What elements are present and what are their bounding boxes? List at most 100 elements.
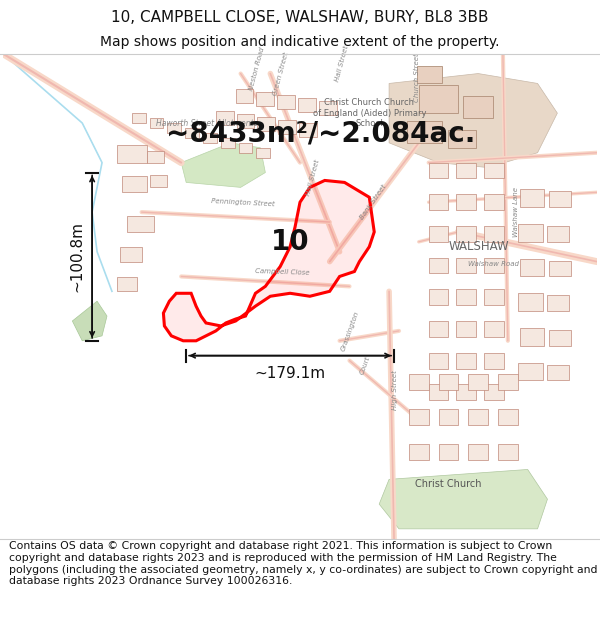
Bar — [498, 374, 518, 390]
Bar — [419, 86, 458, 113]
Bar — [457, 352, 476, 369]
Bar — [457, 321, 476, 337]
Bar — [457, 194, 476, 210]
Bar — [439, 374, 458, 390]
Text: ~8433m²/~2.084ac.: ~8433m²/~2.084ac. — [166, 120, 476, 148]
Text: Contains OS data © Crown copyright and database right 2021. This information is : Contains OS data © Crown copyright and d… — [9, 541, 598, 586]
Text: Campbell Close: Campbell Close — [256, 268, 310, 276]
Bar — [498, 444, 518, 459]
Bar — [428, 289, 448, 305]
Bar — [468, 409, 488, 425]
Bar — [428, 194, 448, 210]
Text: Court: Court — [359, 356, 371, 376]
Bar — [409, 409, 428, 425]
Bar — [167, 123, 181, 133]
Bar — [407, 121, 442, 143]
Bar — [457, 289, 476, 305]
Bar — [547, 364, 569, 381]
Bar — [518, 362, 542, 381]
Bar — [484, 194, 504, 210]
Text: Pennington Street: Pennington Street — [211, 198, 275, 207]
Bar — [298, 98, 316, 112]
Bar — [216, 111, 233, 125]
Bar — [484, 384, 504, 400]
Text: 10: 10 — [271, 228, 310, 256]
Bar — [149, 176, 167, 188]
Text: Map shows position and indicative extent of the property.: Map shows position and indicative extent… — [100, 35, 500, 49]
Polygon shape — [389, 74, 557, 168]
Polygon shape — [73, 301, 107, 341]
Polygon shape — [163, 181, 374, 341]
Bar — [484, 226, 504, 242]
Bar — [149, 118, 163, 128]
Text: Haworth Street Allotments: Haworth Street Allotments — [157, 119, 258, 128]
Bar — [448, 130, 476, 148]
Bar — [457, 226, 476, 242]
Text: Walshaw Road: Walshaw Road — [468, 261, 519, 267]
Bar — [550, 191, 571, 207]
Bar — [498, 409, 518, 425]
Bar — [550, 261, 571, 276]
Text: Walshaw Lane: Walshaw Lane — [513, 187, 519, 237]
Bar — [457, 162, 476, 179]
Bar — [457, 258, 476, 274]
Text: High Street: High Street — [392, 371, 398, 411]
Bar — [439, 409, 458, 425]
Bar — [547, 226, 569, 242]
Bar — [409, 374, 428, 390]
Text: ~179.1m: ~179.1m — [254, 366, 326, 381]
Bar — [257, 117, 275, 131]
Bar — [236, 89, 253, 103]
Bar — [520, 328, 544, 346]
Bar — [518, 293, 542, 311]
Bar — [484, 162, 504, 179]
Text: 10, CAMPBELL CLOSE, WALSHAW, BURY, BL8 3BB: 10, CAMPBELL CLOSE, WALSHAW, BURY, BL8 3… — [111, 9, 489, 24]
Bar — [203, 133, 217, 143]
Bar — [428, 258, 448, 274]
Bar — [236, 114, 254, 128]
Bar — [278, 120, 296, 134]
Text: Neston Road: Neston Road — [248, 46, 266, 91]
Text: ~100.8m: ~100.8m — [69, 221, 84, 292]
Bar — [484, 321, 504, 337]
Bar — [132, 113, 146, 123]
Text: Bank Street: Bank Street — [359, 184, 388, 221]
Bar — [520, 259, 544, 276]
Bar — [518, 224, 542, 242]
Bar — [127, 216, 154, 232]
Text: Hall Street: Hall Street — [305, 159, 320, 196]
Bar — [484, 289, 504, 305]
Text: Christ Church: Christ Church — [415, 479, 482, 489]
Bar — [299, 123, 317, 137]
Bar — [319, 101, 337, 115]
Bar — [256, 148, 271, 158]
Bar — [428, 384, 448, 400]
Bar — [439, 444, 458, 459]
Bar — [221, 138, 235, 148]
Text: Hall Street: Hall Street — [335, 45, 350, 82]
Bar — [428, 226, 448, 242]
Bar — [117, 278, 137, 291]
Bar — [277, 96, 295, 109]
Text: Church Street: Church Street — [414, 54, 420, 102]
Bar — [547, 295, 569, 311]
Polygon shape — [181, 143, 265, 188]
Bar — [428, 162, 448, 179]
Bar — [457, 384, 476, 400]
Text: Green Street: Green Street — [272, 51, 290, 96]
Polygon shape — [379, 469, 547, 529]
Bar — [428, 352, 448, 369]
Bar — [484, 352, 504, 369]
Text: Christ Church Church
of England (Aided) Primary
School: Christ Church Church of England (Aided) … — [313, 98, 426, 128]
Bar — [484, 258, 504, 274]
Bar — [468, 374, 488, 390]
Bar — [417, 66, 442, 84]
Bar — [117, 145, 146, 162]
Text: WALSHAW: WALSHAW — [448, 240, 509, 253]
Bar — [256, 92, 274, 106]
Bar — [463, 96, 493, 118]
Bar — [120, 247, 142, 262]
Bar — [185, 128, 199, 138]
Bar — [550, 330, 571, 346]
Bar — [409, 444, 428, 459]
